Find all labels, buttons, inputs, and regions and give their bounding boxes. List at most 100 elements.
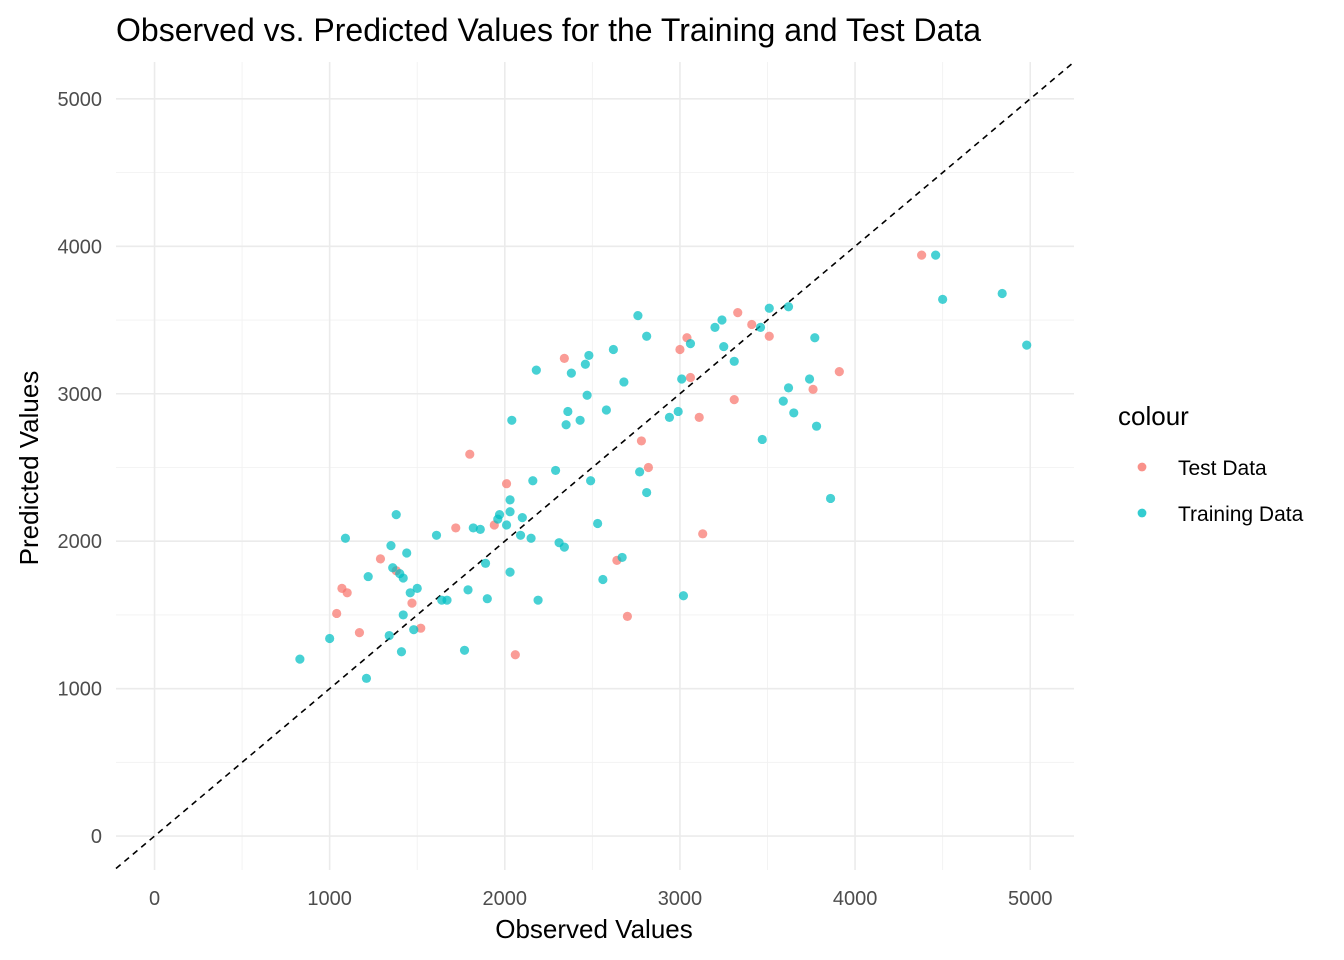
point-test-data: [917, 250, 927, 260]
x-tick-label: 1000: [307, 888, 352, 910]
point-test-data: [747, 319, 757, 330]
point-training-data: [340, 533, 351, 543]
y-tick-label: 2000: [58, 531, 103, 553]
point-training-data: [515, 530, 526, 540]
x-tick-label: 0: [149, 888, 160, 910]
point-training-data: [412, 583, 422, 593]
point-training-data: [505, 507, 515, 517]
y-tick-label: 0: [91, 826, 102, 848]
point-test-data: [342, 588, 352, 598]
point-training-data: [719, 341, 729, 352]
y-axis-tick-labels: 0 1000 2000 3000 4000 5000: [58, 89, 103, 848]
minor-gridlines: [116, 62, 1074, 870]
point-training-data: [810, 333, 820, 343]
point-training-data: [582, 390, 592, 400]
point-training-data: [789, 408, 799, 418]
point-training-data: [528, 476, 538, 486]
point-training-data: [482, 594, 492, 604]
point-test-data: [808, 384, 818, 394]
point-training-data: [563, 406, 573, 417]
legend-label-training-data: Training Data: [1178, 503, 1304, 526]
point-training-data: [678, 591, 689, 601]
point-training-data: [685, 339, 696, 349]
point-training-data: [517, 513, 527, 523]
legend-label-test-data: Test Data: [1178, 457, 1267, 480]
point-test-data: [834, 367, 844, 377]
point-training-data: [526, 533, 536, 543]
point-training-data: [505, 495, 515, 505]
legend-key-test-data: [1137, 462, 1147, 472]
point-training-data: [617, 552, 627, 563]
point-training-data: [1022, 340, 1032, 350]
point-training-data: [633, 311, 643, 321]
point-training-data: [463, 585, 473, 595]
point-training-data: [764, 303, 774, 313]
point-test-data: [733, 308, 743, 318]
point-training-data: [295, 654, 305, 664]
point-training-data: [480, 558, 491, 568]
chart-title: Observed vs. Predicted Values for the Tr…: [116, 12, 981, 48]
point-training-data: [586, 476, 596, 486]
point-training-data: [938, 294, 948, 304]
legend: colour Test Data Training Data: [1118, 401, 1304, 526]
point-test-data: [416, 623, 426, 633]
point-test-data: [510, 650, 520, 660]
point-test-data: [764, 331, 774, 341]
point-training-data: [825, 493, 836, 504]
point-training-data: [804, 374, 815, 384]
point-training-data: [729, 356, 739, 366]
x-tick-label: 2000: [483, 888, 528, 910]
point-training-data: [673, 406, 683, 417]
point-training-data: [550, 465, 561, 476]
point-training-data: [642, 331, 652, 341]
point-training-data: [531, 365, 541, 375]
point-training-data: [398, 610, 408, 620]
point-training-data: [391, 510, 401, 520]
point-training-data: [811, 421, 822, 431]
x-tick-label: 3000: [658, 888, 703, 910]
point-training-data: [755, 322, 766, 333]
y-tick-label: 1000: [58, 679, 103, 701]
x-axis-tick-labels: 0 1000 2000 3000 4000 5000: [149, 888, 1052, 910]
point-training-data: [757, 434, 767, 445]
point-training-data: [501, 520, 512, 530]
point-training-data: [593, 518, 603, 529]
major-gridlines: [116, 62, 1074, 870]
point-training-data: [468, 523, 478, 533]
point-training-data: [717, 315, 727, 325]
point-training-data: [642, 487, 652, 498]
point-training-data: [619, 377, 629, 387]
point-training-data: [507, 415, 517, 425]
point-training-data: [710, 322, 720, 333]
reference-line-layer: [115, 61, 1075, 870]
point-training-data: [580, 359, 590, 369]
y-tick-label: 3000: [58, 384, 103, 406]
point-test-data: [407, 598, 417, 608]
point-training-data: [459, 645, 470, 655]
point-training-data: [635, 467, 645, 477]
point-training-data: [677, 374, 687, 384]
point-training-data: [388, 563, 398, 573]
point-test-data: [465, 449, 475, 459]
x-tick-label: 5000: [1008, 888, 1053, 910]
point-test-data: [559, 353, 569, 363]
point-training-data: [361, 673, 372, 683]
point-test-data: [451, 523, 461, 533]
point-test-data: [643, 462, 654, 473]
point-test-data: [694, 412, 704, 422]
point-test-data: [375, 554, 386, 564]
point-test-data: [501, 479, 512, 489]
point-test-data: [354, 628, 365, 638]
point-training-data: [778, 396, 788, 406]
point-training-data: [398, 573, 408, 583]
point-training-data: [561, 420, 571, 430]
point-test-data: [636, 436, 647, 446]
y-tick-label: 5000: [58, 89, 103, 111]
point-training-data: [325, 633, 335, 644]
point-training-data: [533, 595, 543, 605]
point-test-data: [332, 608, 342, 619]
point-training-data: [783, 383, 794, 393]
x-tick-label: 4000: [833, 888, 878, 910]
point-test-data: [729, 395, 739, 405]
